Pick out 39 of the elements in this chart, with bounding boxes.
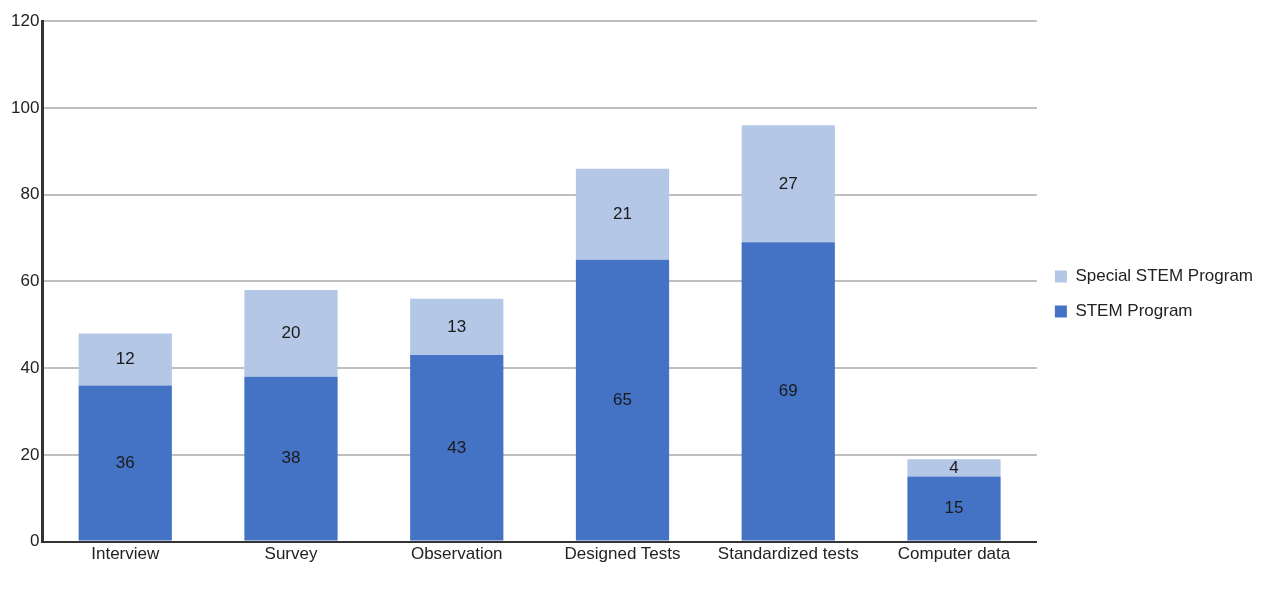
- y-tick-label: 100: [10, 97, 40, 117]
- bar: [78, 385, 172, 541]
- x-tick-label: Survey: [264, 544, 318, 564]
- data-label: 4: [949, 457, 959, 477]
- bar: [244, 290, 338, 377]
- y-tick-label: 60: [20, 271, 40, 291]
- x-tick-label: Computer data: [897, 544, 1011, 564]
- bar: [410, 298, 504, 356]
- data-label: 21: [613, 203, 632, 223]
- y-tick-label: 120: [10, 10, 40, 30]
- bar: [907, 459, 1001, 477]
- x-tick-label: Designed Tests: [564, 544, 681, 564]
- legend-label: STEM Program: [1075, 301, 1193, 321]
- data-label: 65: [613, 389, 632, 409]
- data-label: 20: [281, 323, 301, 343]
- bar: [244, 376, 338, 541]
- x-tick-label: Observation: [410, 544, 503, 564]
- bar: [78, 333, 172, 386]
- data-label: 12: [115, 349, 135, 369]
- data-label: 15: [944, 498, 964, 518]
- y-tick-label: 80: [20, 184, 40, 204]
- bar: [741, 242, 835, 541]
- y-tick-label: 40: [20, 357, 40, 377]
- data-label: 43: [447, 437, 467, 457]
- y-tick-label: 20: [20, 444, 40, 464]
- y-tick-label: 0: [29, 531, 40, 551]
- data-label: 69: [778, 381, 798, 401]
- bar: [907, 476, 1001, 541]
- data-label: 36: [115, 452, 135, 472]
- x-tick-label: Interview: [91, 544, 160, 564]
- bar: [410, 355, 504, 541]
- bar: [575, 259, 670, 541]
- x-tick-label: Standardized tests: [717, 544, 859, 564]
- data-label: 38: [281, 448, 301, 468]
- bar: [741, 125, 835, 243]
- data-label: 13: [447, 316, 467, 336]
- bar: [575, 168, 670, 260]
- legend-label: Special STEM Program: [1075, 266, 1254, 286]
- data-label: 27: [778, 173, 798, 193]
